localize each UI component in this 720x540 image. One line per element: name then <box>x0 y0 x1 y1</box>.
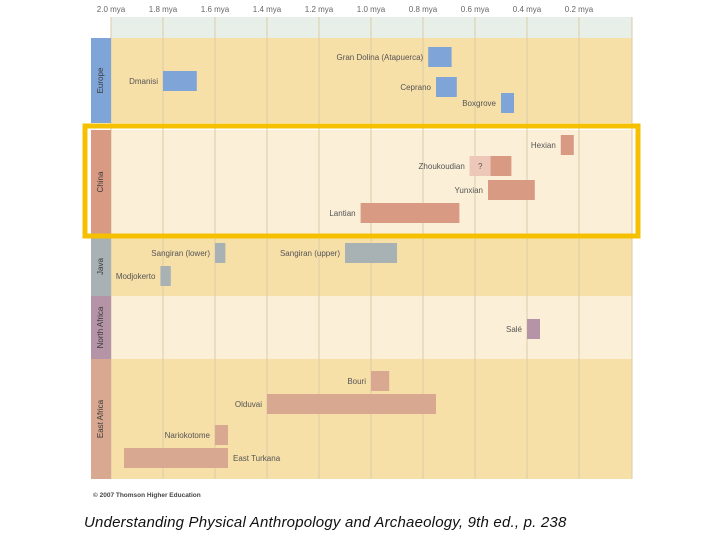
axis-tick-labels: 2.0 mya 1.8 mya 1.6 mya 1.4 mya 1.2 mya 1.0 m… <box>97 5 594 14</box>
site-label: Bouri <box>347 377 366 386</box>
site-bar <box>371 371 390 391</box>
tick-label: 2.0 mya <box>97 5 126 14</box>
site-bar <box>488 180 535 200</box>
uncertain-range-label: ? <box>478 162 483 171</box>
tick-label: 1.0 mya <box>357 5 386 14</box>
site-bar <box>215 425 228 445</box>
site-label: East Turkana <box>233 454 281 463</box>
region-label: Europe <box>96 67 105 93</box>
site-bar <box>267 394 436 414</box>
site-label: Boxgrove <box>462 99 496 108</box>
site-label: Salé <box>506 325 523 334</box>
site-label: Olduvai <box>235 400 262 409</box>
site-bar <box>501 93 514 113</box>
site-label: Nariokotome <box>165 431 211 440</box>
site-bars <box>124 47 574 468</box>
site-label: Sangiran (upper) <box>280 249 340 258</box>
tick-label: 0.4 mya <box>513 5 542 14</box>
uncertain-range-bar <box>469 156 491 176</box>
site-bar <box>560 135 574 155</box>
region-side-tab <box>91 130 111 234</box>
region-label: East Africa <box>96 399 105 438</box>
region-side-tab <box>91 296 111 359</box>
site-bar <box>527 319 540 339</box>
region-side-tab <box>91 359 111 479</box>
site-bar <box>436 77 457 97</box>
source-caption: Understanding Physical Anthropology and … <box>84 514 567 531</box>
site-label: Gran Dolina (Atapuerca) <box>336 53 423 62</box>
site-bar <box>124 448 228 468</box>
tick-label: 1.8 mya <box>149 5 178 14</box>
tick-label: 1.4 mya <box>253 5 282 14</box>
site-label: Sangiran (lower) <box>151 249 210 258</box>
site-label: Ceprano <box>400 83 431 92</box>
site-label: Lantian <box>329 209 355 218</box>
region-label: China <box>96 171 105 192</box>
site-bar <box>428 47 452 67</box>
region-label: Java <box>96 258 105 275</box>
region-side-tab <box>91 237 111 296</box>
region-labels: Europe China Java North Africa East Africa <box>91 38 111 479</box>
tick-label: 1.6 mya <box>201 5 230 14</box>
site-label: Yunxian <box>455 186 483 195</box>
site-bar <box>360 203 460 223</box>
site-bar <box>163 71 197 91</box>
region-side-tab <box>91 38 111 123</box>
site-bar <box>160 266 171 286</box>
region-label: North Africa <box>96 306 105 348</box>
tick-label: 0.8 mya <box>409 5 438 14</box>
site-label: Zhoukoudian <box>419 162 465 171</box>
site-bar <box>345 243 397 263</box>
tick-label: 1.2 mya <box>305 5 334 14</box>
highlight-box <box>82 123 641 239</box>
copyright-note: © 2007 Thomson Higher Education <box>93 492 201 499</box>
site-label: Hexian <box>531 141 556 150</box>
tick-label: 0.6 mya <box>461 5 490 14</box>
highlight-layer <box>82 123 641 239</box>
site-label: Modjokerto <box>116 272 156 281</box>
site-bar <box>215 243 226 263</box>
tick-label: 0.2 mya <box>565 5 594 14</box>
site-label: Dmanisi <box>129 77 158 86</box>
site-labels: Dmanisi Gran Dolina (Atapuerca) Ceprano Box… <box>116 53 556 463</box>
